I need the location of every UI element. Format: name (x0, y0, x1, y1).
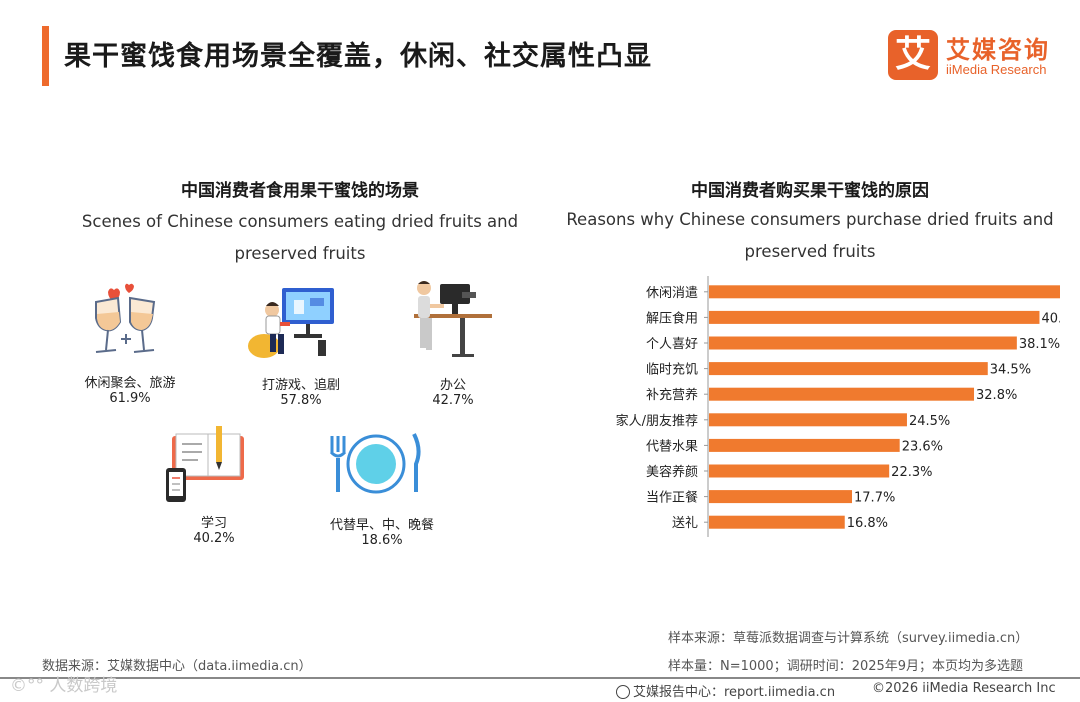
bar-value-label: 23.6% (902, 439, 943, 454)
sample-size-note: 样本量：N=1000；调研时间：2025年9月；本页均为多选题 (668, 659, 1024, 674)
right-panel-subtitle-line2: preserved fruits (744, 242, 876, 261)
report-center-text: 艾媒报告中心：report.iimedia.cn (633, 685, 836, 700)
bar-value-label: 32.8% (976, 388, 1017, 403)
bar (709, 464, 890, 478)
bar-category-label: 补充营养 (646, 387, 698, 403)
right-panel-subtitle: Reasons why Chinese consumers purchase d… (560, 204, 1060, 268)
page-title: 果干蜜饯食用场景全覆盖，休闲、社交属性凸显 (64, 41, 652, 72)
bar (709, 362, 988, 376)
scene-value-leisure: 61.9% (109, 391, 151, 406)
title-accent-bar (42, 26, 49, 86)
bar-value-label: 22.3% (891, 465, 932, 480)
sample-source-note: 样本来源：草莓派数据调查与计算系统（survey.iimedia.cn） (668, 631, 1029, 646)
bar-category-label: 解压食用 (646, 310, 698, 326)
right-panel-title: 中国消费者购买果干蜜饯的原因 (691, 181, 929, 201)
bar-category-label: 休闲消遣 (646, 286, 698, 301)
bar (709, 285, 1080, 299)
bar-value-label: 16.8% (847, 516, 888, 531)
left-panel-title: 中国消费者食用果干蜜饯的场景 (181, 181, 419, 201)
left-panel-subtitle-line1: Scenes of Chinese consumers eating dried… (81, 212, 519, 231)
scene-label-leisure: 休闲聚会、旅游 (84, 376, 176, 391)
bar-category-label: 送礼 (672, 515, 698, 531)
reasons-bar-chart-svg: 休闲消遣46.4%解压食用40.9%个人喜好38.1%临时充饥34.5%补充营养… (616, 276, 1080, 537)
scene-value-office: 42.7% (432, 393, 474, 408)
bar-category-label: 家人/朋友推荐 (616, 413, 698, 429)
scene-label-office: 办公 (439, 378, 466, 393)
bar-value-label: 17.7% (854, 491, 895, 506)
brand-name-cn: 艾媒咨询 (946, 36, 1050, 64)
book-pencil-icon (166, 426, 244, 502)
right-panel-subtitle-line1: Reasons why Chinese consumers purchase d… (566, 210, 1054, 229)
data-source-note: 数据来源：艾媒数据中心（data.iimedia.cn） (42, 659, 312, 674)
left-panel-subtitle-line2: preserved fruits (234, 244, 366, 263)
bar (709, 490, 853, 504)
plate-cutlery-icon (329, 433, 421, 494)
bar-value-label: 34.5% (990, 363, 1031, 378)
watermark: ©°° 人数跨境 (10, 676, 118, 696)
bar (709, 387, 975, 401)
scene-label-study: 学习 (200, 516, 227, 531)
bar-category-label: 个人喜好 (646, 337, 698, 352)
bar-category-label: 临时充饥 (646, 362, 698, 378)
bar-category-label: 美容养颜 (646, 464, 698, 480)
globe-icon (616, 685, 630, 699)
footer-divider (0, 677, 1080, 679)
wine-glasses-icon (95, 283, 156, 353)
reasons-bar-chart: 休闲消遣46.4%解压食用40.9%个人喜好38.1%临时充饥34.5%补充营养… (600, 276, 1080, 538)
brand-mark-icon: 艾 (888, 30, 938, 80)
scene-value-gaming: 57.8% (280, 393, 322, 408)
report-center-link[interactable]: 艾媒报告中心：report.iimedia.cn (616, 681, 835, 700)
bar (709, 438, 900, 452)
office-desk-icon (414, 281, 492, 357)
brand-name-en: iiMedia Research (946, 62, 1047, 77)
bar-category-label: 代替水果 (646, 439, 698, 454)
scene-value-study: 40.2% (193, 531, 235, 546)
brand-logo: 艾 艾媒咨询 iiMedia Research (888, 28, 1058, 84)
scene-label-gaming: 打游戏、追剧 (261, 378, 340, 393)
bar-category-label: 当作正餐 (646, 490, 698, 506)
copyright: ©2026 iiMedia Research Inc (872, 681, 1056, 696)
scene-value-meal: 18.6% (361, 533, 403, 548)
bar-value-label: 24.5% (909, 414, 950, 429)
bar (709, 336, 1017, 350)
bar-value-label: 40.9% (1041, 311, 1060, 326)
bar (709, 310, 1040, 324)
bar (709, 515, 845, 529)
bar-value-label: 38.1% (1019, 337, 1060, 352)
gaming-tv-icon (248, 288, 334, 358)
scene-label-meal: 代替早、中、晚餐 (329, 518, 434, 533)
bar (709, 413, 907, 427)
left-panel-subtitle: Scenes of Chinese consumers eating dried… (40, 206, 560, 270)
